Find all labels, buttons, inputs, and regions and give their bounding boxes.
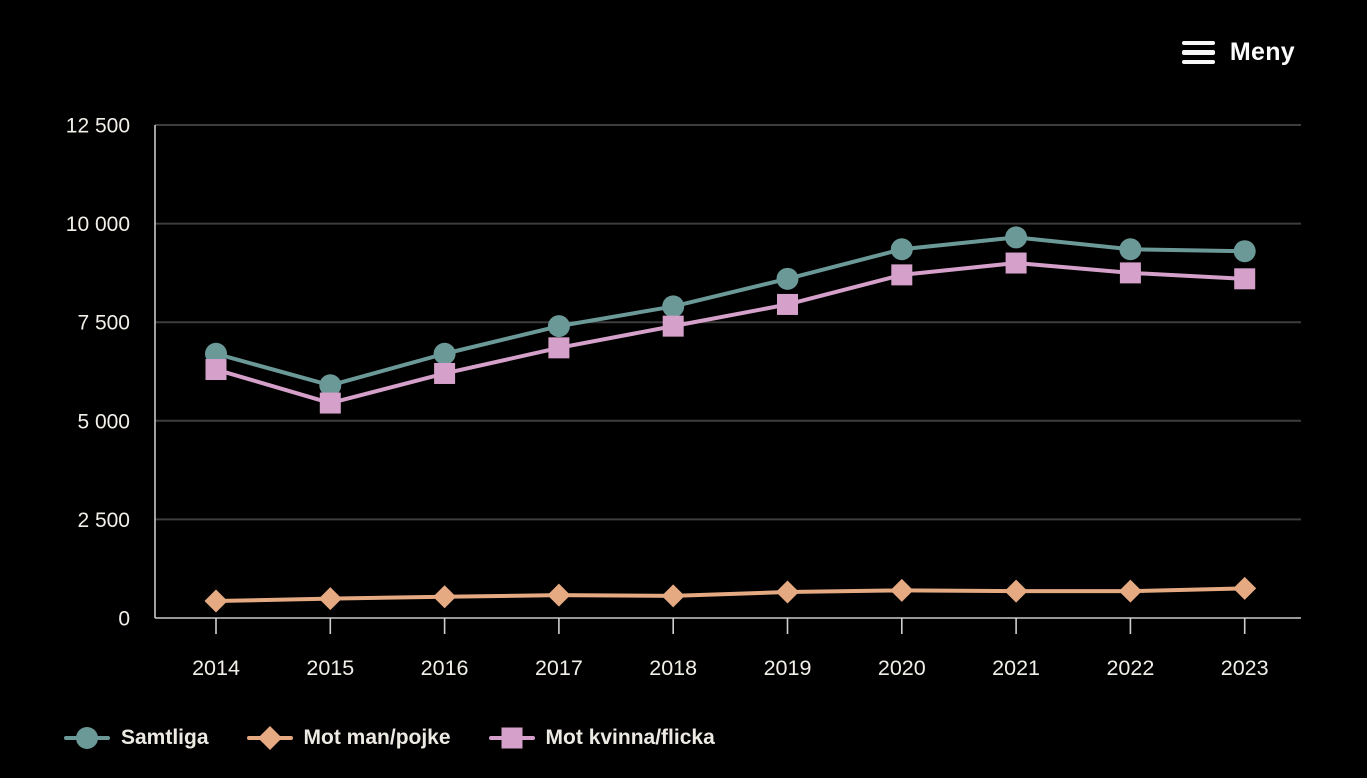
y-axis-tick-label: 5 000 xyxy=(77,410,130,433)
data-point-diamond[interactable] xyxy=(433,585,457,609)
data-point-circle[interactable] xyxy=(433,342,456,365)
data-point-diamond[interactable] xyxy=(318,587,342,611)
data-point-square[interactable] xyxy=(434,362,456,384)
menu-button-label: Meny xyxy=(1229,38,1295,66)
data-point-diamond[interactable] xyxy=(204,589,228,613)
data-point-circle[interactable] xyxy=(1119,238,1142,261)
legend-item-mot-man-pojke[interactable]: Mot man/pojke xyxy=(246,724,451,752)
x-axis-tick-label: 2014 xyxy=(192,656,240,680)
x-axis-tick-label: 2018 xyxy=(649,656,697,680)
hamburger-menu-icon xyxy=(1181,40,1215,65)
data-point-square[interactable] xyxy=(319,392,341,414)
data-point-diamond[interactable] xyxy=(1233,576,1257,600)
y-axis-tick-label: 7 500 xyxy=(77,312,130,335)
data-point-diamond[interactable] xyxy=(1004,579,1028,603)
legend-label: Mot kvinna/flicka xyxy=(545,726,715,749)
data-point-circle[interactable] xyxy=(547,315,570,338)
y-axis-tick-label: 2 500 xyxy=(77,509,130,532)
data-point-circle[interactable] xyxy=(1005,226,1028,249)
data-point-diamond[interactable] xyxy=(1118,579,1142,603)
data-point-circle[interactable] xyxy=(662,295,685,318)
chart-legend: Samtliga Mot man/pojke Mot kvinna/flicka xyxy=(64,724,753,752)
x-axis-tick-label: 2023 xyxy=(1221,656,1269,680)
data-point-diamond[interactable] xyxy=(547,583,571,607)
data-point-diamond[interactable] xyxy=(776,580,799,604)
square-marker-icon xyxy=(488,724,535,752)
data-point-diamond[interactable] xyxy=(890,578,914,602)
x-axis-tick-label: 2017 xyxy=(535,656,583,680)
legend-label: Samtliga xyxy=(121,726,209,749)
data-point-square[interactable] xyxy=(205,359,227,381)
data-point-circle[interactable] xyxy=(319,374,342,397)
x-axis-tick-label: 2021 xyxy=(992,656,1040,680)
legend-label: Mot man/pojke xyxy=(303,726,451,749)
data-point-square[interactable] xyxy=(662,315,684,337)
line-chart: 0 2 500 5 000 7 500 10 000 12 500 2014 2015 2016… xyxy=(66,115,1301,680)
diamond-marker-icon xyxy=(246,724,293,752)
y-axis-tick-label: 0 xyxy=(118,608,130,631)
x-axis-tick-label: 2022 xyxy=(1106,656,1154,680)
menu-button[interactable]: Meny xyxy=(1181,38,1295,67)
data-point-square[interactable] xyxy=(1005,252,1027,274)
circle-marker-icon xyxy=(64,724,110,752)
legend-item-mot-kvinna-flicka[interactable]: Mot kvinna/flicka xyxy=(488,724,715,752)
data-point-square[interactable] xyxy=(1119,262,1141,284)
y-axis-tick-label: 10 000 xyxy=(66,213,130,236)
data-point-circle[interactable] xyxy=(890,238,913,261)
data-point-circle[interactable] xyxy=(776,267,799,290)
data-point-diamond[interactable] xyxy=(661,584,685,608)
data-point-square[interactable] xyxy=(777,293,798,315)
x-axis-tick-label: 2019 xyxy=(764,656,812,680)
data-point-square[interactable] xyxy=(891,264,913,286)
y-axis-tick-label: 12 500 xyxy=(66,115,130,138)
data-point-square[interactable] xyxy=(548,337,570,359)
data-point-square[interactable] xyxy=(1234,268,1256,290)
x-axis-tick-label: 2020 xyxy=(878,656,926,680)
legend-item-samtliga[interactable]: Samtliga xyxy=(64,724,209,752)
x-axis-tick-label: 2016 xyxy=(421,656,469,680)
data-point-circle[interactable] xyxy=(1233,240,1256,263)
x-axis-tick-label: 2015 xyxy=(306,656,354,680)
